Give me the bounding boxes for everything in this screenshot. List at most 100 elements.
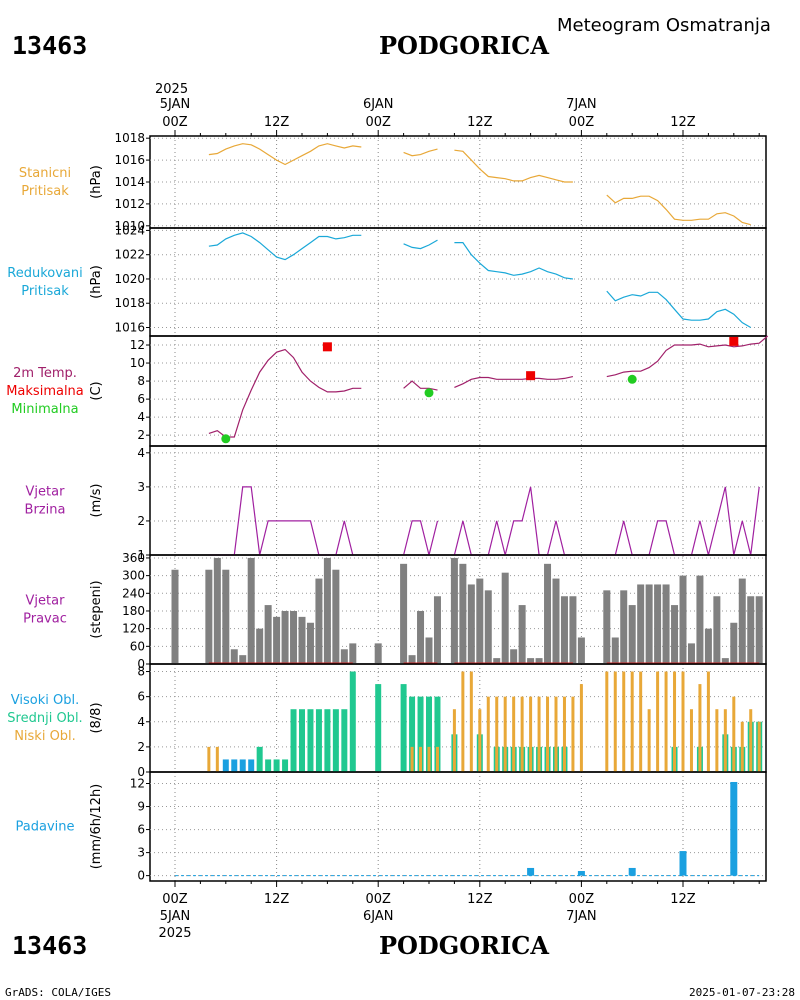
series-line — [454, 376, 574, 388]
cloud-bar — [740, 721, 744, 772]
wind-dir-bar — [298, 616, 306, 664]
top-hour-label: 12Z — [264, 115, 290, 130]
station-id-top: 13463 — [12, 31, 87, 60]
wind-dir-bar — [510, 649, 518, 664]
wind-dir-bar — [433, 596, 441, 664]
y-tick-label: 4 — [137, 446, 145, 460]
cloud-bar — [307, 709, 314, 772]
panel-label: Redukovani — [7, 266, 82, 281]
station-name-top: PODGORICA — [379, 31, 549, 60]
panel-precipitation: 0 3 6 9 12 (mm/6h/12h) Padavine — [16, 771, 767, 883]
wind-dir-bar — [222, 569, 230, 664]
wind-dir-bar — [730, 622, 738, 664]
wind-dir-bar — [484, 590, 492, 664]
wind-dir-bar — [603, 590, 611, 664]
cloud-bar — [410, 746, 414, 772]
wind-dir-bar — [755, 596, 763, 664]
wind-dir-bar — [230, 649, 238, 664]
y-tick-label: 240 — [122, 586, 145, 600]
bottom-day-label: 5JAN — [160, 909, 191, 924]
wind-dir-bar — [544, 563, 552, 664]
y-tick-label: 0 — [137, 869, 145, 883]
series-line — [453, 486, 573, 556]
wind-dir-bar — [290, 610, 298, 664]
series-line — [454, 242, 573, 280]
cloud-bar — [400, 684, 407, 772]
wind-dir-bar — [518, 605, 526, 664]
cloud-bar — [299, 709, 305, 772]
y-tick-label: 3 — [137, 846, 145, 860]
series-line — [606, 290, 751, 329]
y-tick-label: 1018 — [114, 296, 145, 310]
tmax-point — [322, 342, 332, 352]
cloud-bar — [452, 709, 456, 772]
wind-dir-bar — [332, 569, 340, 664]
y-tick-label: 8 — [137, 665, 145, 679]
panel-frame — [149, 771, 767, 882]
y-tick-label: 2 — [137, 428, 145, 442]
panel-label: Stanicni — [19, 166, 71, 181]
y-tick-label: 12 — [130, 777, 145, 791]
cloud-bar — [732, 696, 736, 772]
top-hour-label: 12Z — [467, 115, 493, 130]
y-tick-label: 2 — [137, 740, 145, 754]
cloud-bar — [332, 709, 339, 772]
wind-dir-bar — [205, 569, 213, 664]
bottom-hour-label: 12Z — [670, 892, 696, 907]
cloud-bar — [757, 721, 761, 772]
y-tick-label: 1022 — [114, 248, 145, 262]
cloud-bar — [656, 671, 660, 772]
wind-dir-bar — [696, 575, 704, 664]
wind-dir-bar — [459, 563, 467, 664]
cloud-bar — [349, 671, 356, 772]
series-line — [606, 194, 751, 226]
wind-dir-bar — [213, 557, 221, 664]
panel-temperature: 2 4 6 8 10 12 (C) 2m Temp. Maksimalna Minimalna — [6, 335, 769, 447]
cloud-bar — [529, 696, 533, 772]
cloud-bar — [265, 759, 272, 772]
precip-bar — [628, 867, 636, 876]
cloud-bar — [537, 696, 541, 772]
cloud-bar — [647, 709, 651, 772]
series-line — [208, 348, 362, 438]
series-line — [454, 149, 573, 183]
cloud-bar — [571, 696, 575, 772]
panel-label: Pritisak — [21, 284, 69, 299]
wind-dir-bar — [501, 572, 509, 664]
y-tick-label: 4 — [137, 715, 145, 729]
panel-frame — [149, 335, 767, 447]
panel-label: Pravac — [23, 612, 67, 627]
panel-wind_speed: 1 2 3 4 (m/s) Vjetar Brzina — [25, 445, 767, 562]
y-tick-label: 10 — [130, 356, 145, 370]
wind-dir-bar — [713, 596, 721, 664]
cloud-bar — [207, 746, 211, 772]
y-tick-label: 6 — [137, 392, 145, 406]
y-tick-label: 2 — [137, 514, 145, 528]
precip-bar — [679, 851, 687, 876]
bottom-hour-label: 00Z — [569, 892, 595, 907]
panel-reduced_pressure: 1016 1018 1020 1022 1024 (hPa) Redukovani Priti… — [7, 223, 767, 337]
tmin-point — [221, 434, 231, 444]
wind-dir-bar — [687, 643, 695, 664]
wind-dir-bar — [476, 578, 484, 664]
top-day-label: 5JAN — [160, 97, 191, 112]
wind-dir-bar — [340, 649, 348, 664]
y-axis-unit: (m/s) — [89, 484, 104, 518]
wind-dir-bar — [679, 575, 687, 664]
cloud-bar — [417, 696, 424, 772]
y-axis-unit: (hPa) — [89, 165, 104, 199]
cloud-bar — [503, 696, 507, 772]
y-tick-label: 300 — [122, 569, 145, 583]
y-tick-label: 1010 — [114, 219, 145, 233]
cloud-bar — [427, 746, 431, 772]
cloud-bar — [613, 671, 617, 772]
tmax-point — [526, 371, 536, 381]
series-line — [403, 148, 438, 157]
y-tick-label: 3 — [137, 480, 145, 494]
cloud-bar — [273, 759, 280, 772]
cloud-bar — [681, 671, 685, 772]
y-tick-label: 0 — [137, 765, 145, 779]
cloud-bar — [256, 746, 263, 772]
wind-dir-bar — [671, 605, 679, 664]
y-tick-label: 1 — [137, 548, 145, 562]
